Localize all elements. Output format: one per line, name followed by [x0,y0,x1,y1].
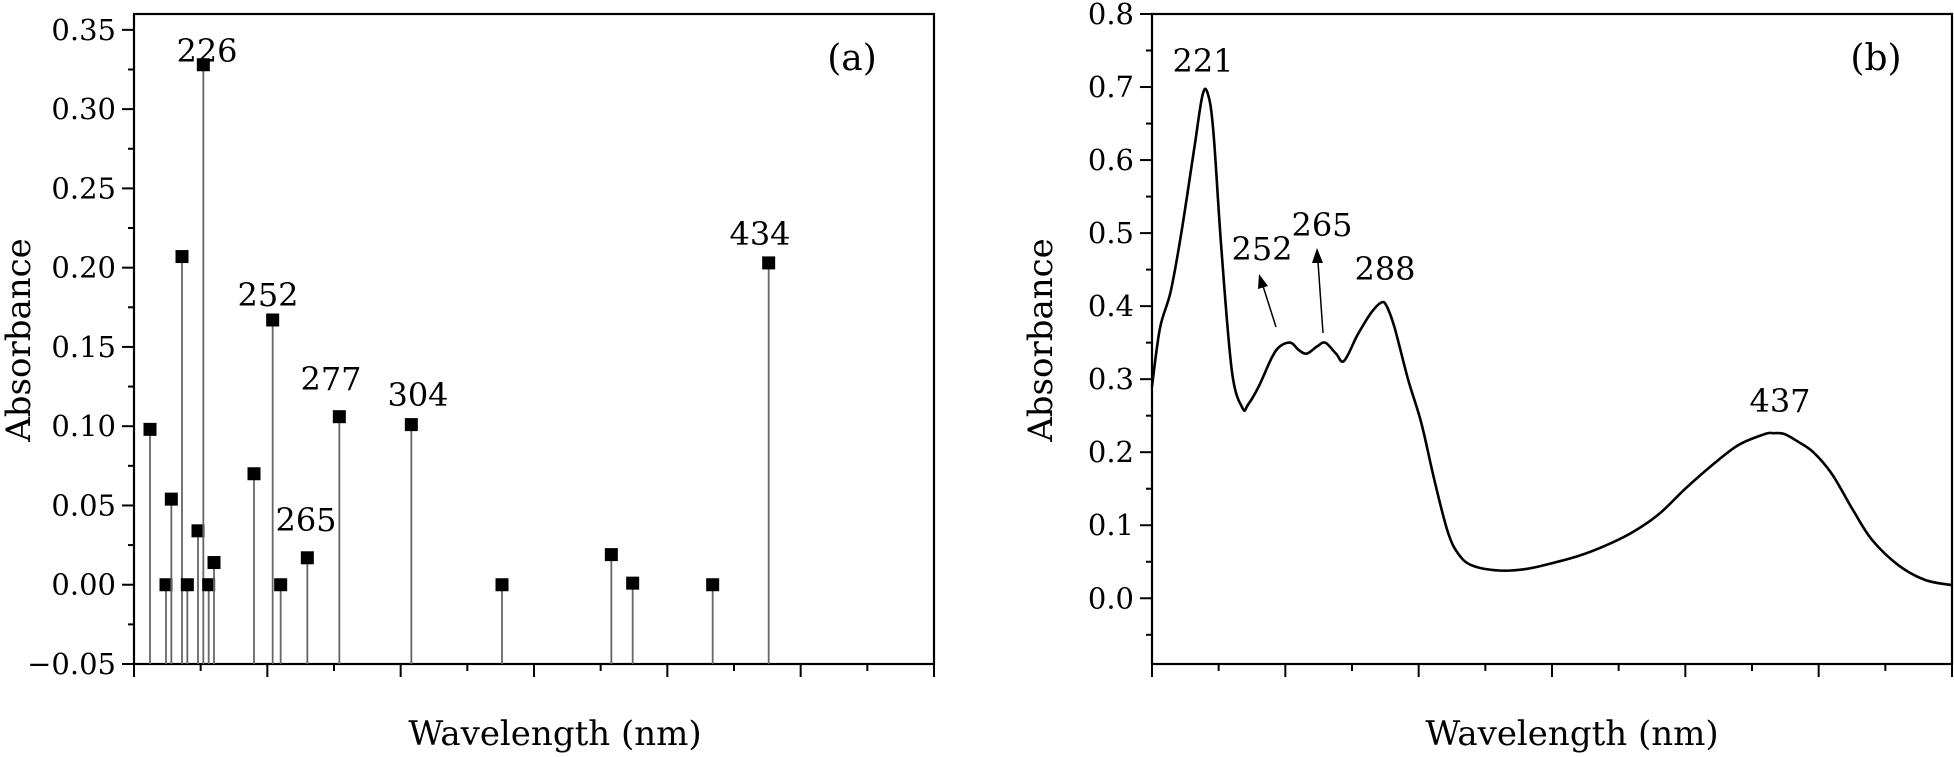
stem-marker [202,578,216,592]
arrow-252-head [1258,274,1268,289]
panel-b-ticks: 0.0 0.1 0.2 0.3 0.4 0.5 0.6 0.7 0.8 [1088,0,1953,677]
stem-marker [706,578,720,592]
absorbance-spectrum-line [1150,87,1953,587]
panel-a-ytick-label: 0.10 [51,409,116,443]
panel-a-ytick-label: 0.35 [51,13,116,47]
stem-marker [207,556,221,570]
panel-a-ytick-label: 0.30 [51,92,116,126]
stem-marker [274,578,288,592]
panel-a-ytick-label: 0.05 [51,488,116,522]
panel-a-ytick-label: 0.25 [51,171,116,205]
stem-marker [604,548,618,562]
panel-a-ytick-label: 0.20 [51,251,116,285]
panel-a-label: (a) [827,38,877,79]
panel-b-peak-437: 437 [1749,382,1810,420]
panel-b-ylabel: Absorbance [1021,238,1061,443]
stem-marker [247,467,261,481]
panel-b-ytick-label: 0.8 [1088,0,1134,31]
panel-b-ytick-label: 0.1 [1088,508,1134,542]
panel-b-ytick-label: 0.7 [1088,70,1134,104]
panel-a-peak-226: 226 [176,32,237,70]
panel-b-ytick-label: 0.3 [1088,362,1134,396]
stem-marker [626,576,640,590]
panel-a-ytick-label: 0.00 [51,568,116,602]
stem-marker [404,418,418,432]
panel-b-peak-288: 288 [1354,250,1415,288]
arrow-265 [1317,261,1324,334]
panel-a-ylabel: Absorbance [0,238,39,443]
panel-a-ticks: −0.05 0.00 0.05 0.10 0.15 0.20 0.25 0.30 0.35 [27,13,935,681]
stem-marker [191,524,205,538]
panel-a-peak-434: 434 [729,215,790,253]
arrow-252 [1262,285,1277,328]
panel-a-peak-304: 304 [387,376,448,414]
panel-b-label: (b) [1850,38,1901,79]
arrow-265-head [1312,248,1323,263]
panel-b: 0.0 0.1 0.2 0.3 0.4 0.5 0.6 0.7 0.8 (b) Waveleng… [1021,0,1954,754]
panel-b-peak-252: 252 [1231,230,1292,268]
stem-marker [143,422,157,436]
panel-b-ytick-label: 0.0 [1088,581,1134,615]
stem-marker [196,58,210,72]
panel-a-stems [143,58,776,664]
panel-a-ytick-label: −0.05 [27,647,116,681]
stem-marker [300,551,314,565]
stem-marker [332,410,346,424]
panel-a: −0.05 0.00 0.05 0.10 0.15 0.20 0.25 0.30 0.35 (a… [0,13,936,754]
stem-marker [175,250,189,264]
panel-a-peak-265: 265 [275,501,336,539]
stem-marker [180,578,194,592]
stem-marker [495,578,509,592]
stem-marker [762,256,776,270]
panel-a-peak-277: 277 [300,360,361,398]
panel-a-ytick-label: 0.15 [51,330,116,364]
stem-marker [266,313,280,327]
panel-b-peak-265: 265 [1291,206,1352,244]
panel-a-xlabel: Wavelength (nm) [408,714,701,754]
panel-b-frame [1150,12,1954,666]
panel-b-xlabel: Wavelength (nm) [1425,714,1718,754]
stem-marker [164,492,178,506]
panel-b-ytick-label: 0.2 [1088,435,1134,469]
panel-b-ytick-label: 0.4 [1088,289,1134,323]
panel-b-ytick-label: 0.5 [1088,216,1134,250]
panel-b-peak-221: 221 [1172,42,1233,80]
panel-a-peak-252: 252 [237,276,298,314]
stem-marker [159,578,173,592]
panel-b-ytick-label: 0.6 [1088,143,1134,177]
